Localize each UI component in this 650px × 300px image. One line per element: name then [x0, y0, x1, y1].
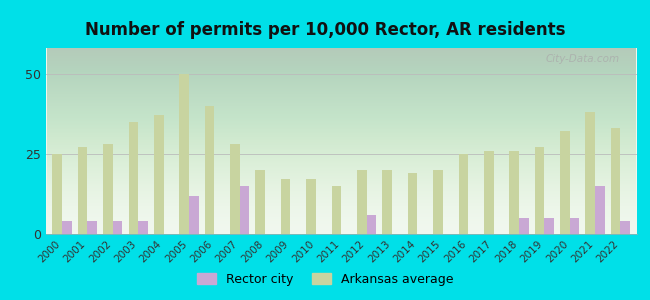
Bar: [255, 170, 265, 234]
Bar: [332, 186, 341, 234]
Bar: [367, 215, 376, 234]
Bar: [103, 144, 112, 234]
Bar: [535, 147, 544, 234]
Bar: [129, 122, 138, 234]
Bar: [484, 151, 493, 234]
Bar: [560, 131, 570, 234]
Bar: [586, 112, 595, 234]
Bar: [205, 106, 214, 234]
Bar: [53, 154, 62, 234]
Bar: [189, 196, 199, 234]
Bar: [306, 179, 316, 234]
Bar: [621, 221, 630, 234]
Bar: [519, 218, 528, 234]
Bar: [544, 218, 554, 234]
Text: Number of permits per 10,000 Rector, AR residents: Number of permits per 10,000 Rector, AR …: [84, 21, 566, 39]
Bar: [112, 221, 122, 234]
Legend: Rector city, Arkansas average: Rector city, Arkansas average: [192, 268, 458, 291]
Bar: [595, 186, 604, 234]
Bar: [138, 221, 148, 234]
Bar: [78, 147, 87, 234]
Bar: [62, 221, 72, 234]
Bar: [408, 173, 417, 234]
Bar: [154, 115, 164, 234]
Bar: [611, 128, 621, 234]
Bar: [382, 170, 392, 234]
Bar: [240, 186, 250, 234]
Bar: [357, 170, 367, 234]
Bar: [230, 144, 240, 234]
Bar: [458, 154, 468, 234]
Bar: [510, 151, 519, 234]
Text: City-Data.com: City-Data.com: [545, 54, 619, 64]
Bar: [433, 170, 443, 234]
Bar: [179, 74, 189, 234]
Bar: [570, 218, 579, 234]
Bar: [281, 179, 291, 234]
Bar: [87, 221, 97, 234]
